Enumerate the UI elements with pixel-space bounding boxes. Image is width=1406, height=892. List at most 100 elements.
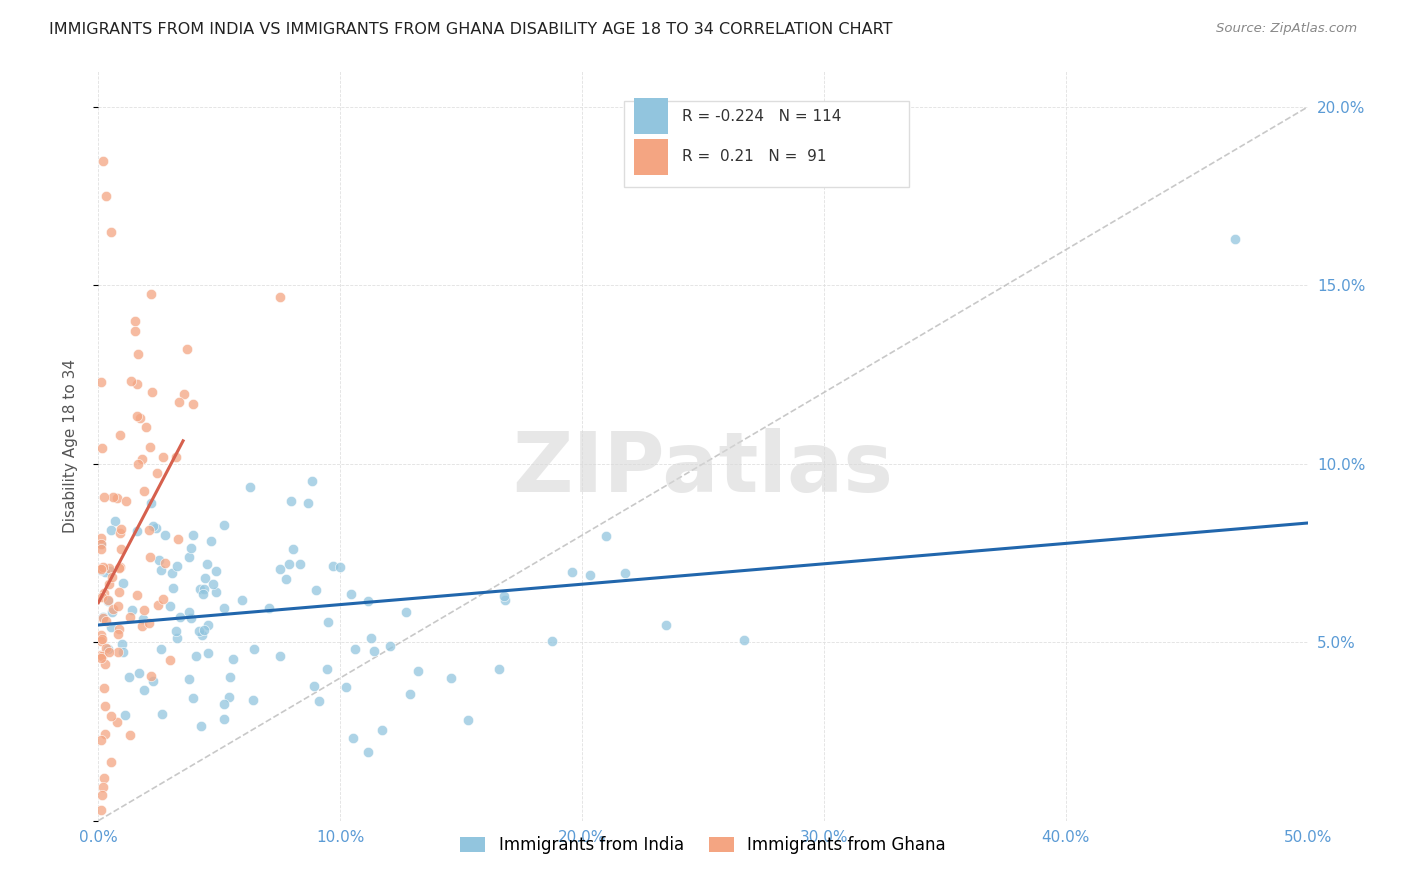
Point — [141, 496, 163, 510]
Point — [1223, 232, 1246, 246]
Point — [90, 733, 112, 747]
Point — [97, 592, 120, 607]
Point — [91, 611, 114, 625]
Point — [132, 603, 155, 617]
Point — [179, 549, 201, 564]
Point — [90, 532, 112, 546]
Point — [159, 652, 181, 666]
Point — [308, 694, 330, 708]
Point — [195, 557, 218, 571]
Text: IMMIGRANTS FROM INDIA VS IMMIGRANTS FROM GHANA DISABILITY AGE 18 TO 34 CORRELATI: IMMIGRANTS FROM INDIA VS IMMIGRANTS FROM… — [49, 22, 893, 37]
Point — [90, 563, 112, 577]
Point — [105, 715, 128, 730]
Point — [97, 594, 120, 608]
Point — [131, 451, 153, 466]
Point — [100, 709, 122, 723]
Point — [114, 494, 136, 508]
Point — [149, 641, 172, 656]
Point — [153, 528, 176, 542]
Point — [188, 582, 211, 596]
Point — [212, 518, 235, 533]
Point — [181, 397, 204, 411]
Point — [212, 697, 235, 711]
Point — [90, 803, 112, 817]
Point — [269, 562, 291, 576]
Point — [94, 657, 117, 672]
Point — [124, 324, 146, 338]
Point — [357, 594, 380, 608]
Point — [242, 641, 264, 656]
Point — [100, 225, 122, 239]
Point — [257, 600, 280, 615]
Point — [114, 707, 136, 722]
Point — [193, 623, 215, 637]
Point — [184, 648, 207, 663]
Point — [127, 457, 149, 471]
Point — [316, 615, 339, 629]
Point — [277, 558, 299, 572]
Point — [343, 642, 366, 657]
Point — [110, 523, 132, 537]
Point — [540, 633, 562, 648]
Point — [316, 662, 339, 676]
Point — [93, 585, 115, 599]
Point — [342, 731, 364, 745]
Point — [97, 560, 120, 574]
Point — [149, 563, 172, 577]
Point — [90, 632, 112, 646]
Point — [153, 557, 176, 571]
Point — [111, 637, 134, 651]
Point — [152, 450, 174, 464]
Point — [125, 409, 148, 423]
Point — [101, 602, 124, 616]
Point — [191, 628, 214, 642]
Point — [281, 541, 304, 556]
Point — [90, 590, 112, 604]
Point — [167, 395, 190, 409]
Point — [112, 645, 135, 659]
Point — [121, 603, 143, 617]
Y-axis label: Disability Age 18 to 34: Disability Age 18 to 34 — [63, 359, 77, 533]
Point — [108, 428, 131, 442]
Point — [90, 648, 112, 663]
Point — [120, 728, 142, 742]
Point — [176, 342, 198, 356]
Point — [146, 467, 169, 481]
Point — [111, 576, 134, 591]
Point — [90, 537, 112, 551]
Point — [135, 419, 157, 434]
Point — [125, 588, 148, 602]
Point — [150, 706, 173, 721]
Point — [90, 562, 112, 576]
Point — [108, 622, 131, 636]
Point — [179, 605, 201, 619]
Point — [231, 593, 253, 607]
Point — [94, 699, 117, 714]
Point — [218, 690, 240, 704]
Point — [93, 681, 115, 695]
Point — [139, 669, 162, 683]
Point — [305, 583, 328, 598]
Point — [322, 559, 344, 574]
Point — [129, 411, 152, 425]
Point — [335, 680, 357, 694]
Point — [118, 670, 141, 684]
Point — [655, 618, 678, 632]
Point — [595, 529, 617, 543]
Point — [222, 652, 245, 666]
Text: R = -0.224   N = 114: R = -0.224 N = 114 — [682, 109, 842, 124]
Text: R =  0.21   N =  91: R = 0.21 N = 91 — [682, 149, 827, 164]
Point — [118, 610, 141, 624]
Point — [107, 627, 129, 641]
Point — [138, 616, 160, 631]
Point — [205, 565, 228, 579]
Point — [166, 631, 188, 645]
Bar — [634, 98, 668, 134]
Point — [197, 647, 219, 661]
Point — [494, 589, 516, 603]
Point — [197, 618, 219, 632]
Point — [100, 755, 122, 769]
Point — [93, 490, 115, 504]
Point — [101, 569, 124, 583]
Point — [108, 526, 131, 541]
